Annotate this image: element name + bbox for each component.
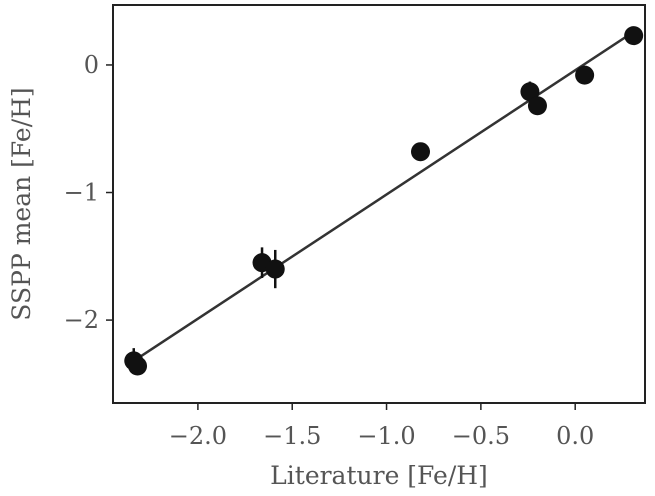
points-group <box>124 26 644 376</box>
x-axis-ticks: −2.0 −1.5 −1.0 −0.5 0.0 <box>169 403 594 450</box>
x-tick-label: −1.5 <box>263 422 321 450</box>
x-axis-label: Literature [Fe/H] <box>270 461 488 490</box>
point-marker <box>265 259 285 279</box>
point-marker <box>128 356 148 376</box>
y-axis-label: SSPP mean [Fe/H] <box>7 87 36 320</box>
data-point-8 <box>575 65 595 85</box>
y-tick-label: −2 <box>64 306 99 334</box>
y-tick-label: 0 <box>84 51 99 79</box>
data-point-4 <box>265 249 285 289</box>
x-tick-label: 0.0 <box>556 422 594 450</box>
x-tick-label: −0.5 <box>452 422 510 450</box>
point-marker <box>411 142 431 162</box>
x-tick-label: −1.0 <box>357 422 415 450</box>
data-point-6 <box>520 81 540 102</box>
point-marker <box>520 82 540 102</box>
y-tick-label: −1 <box>64 179 99 207</box>
point-marker <box>624 26 644 46</box>
data-point-9 <box>624 26 644 46</box>
data-point-2 <box>128 356 148 376</box>
plot-frame <box>112 4 646 404</box>
y-axis-ticks: −2 −1 0 <box>64 51 113 334</box>
point-marker <box>575 65 595 85</box>
point-marker <box>527 96 547 116</box>
fit-line <box>133 28 639 362</box>
x-tick-label: −2.0 <box>169 422 227 450</box>
fit-line-group <box>133 28 639 362</box>
data-point-7 <box>527 96 547 116</box>
data-point-5 <box>411 142 431 162</box>
